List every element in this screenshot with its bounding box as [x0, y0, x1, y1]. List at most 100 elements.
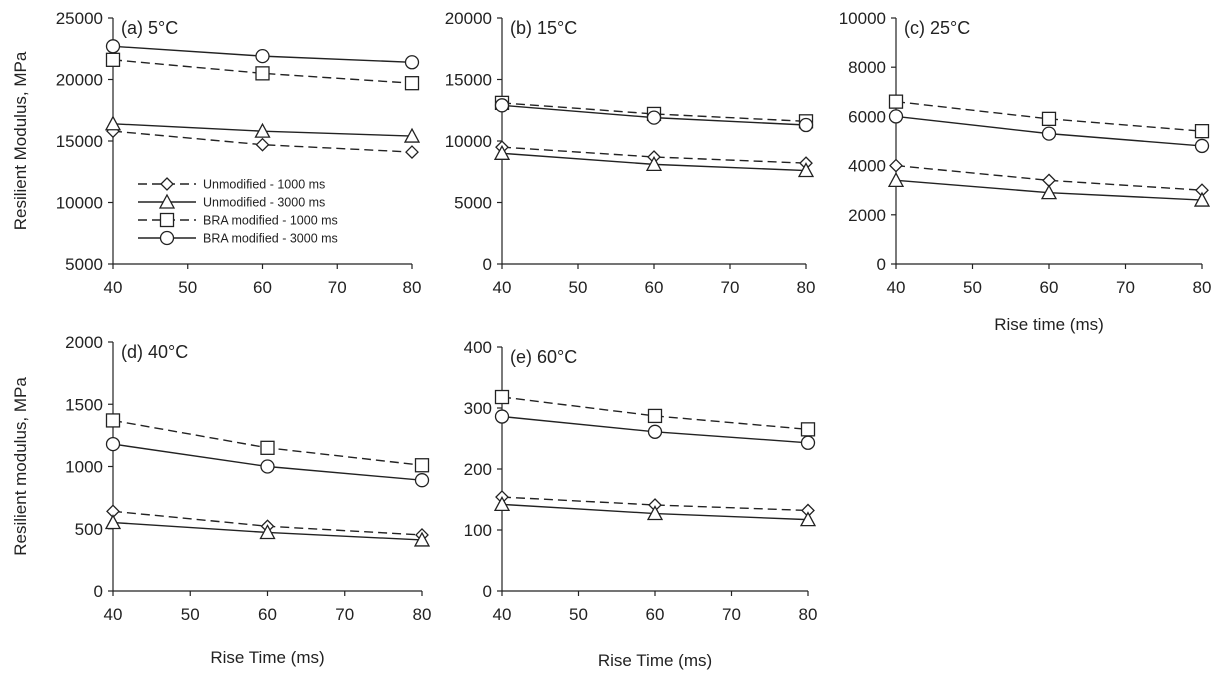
- y-tick-label: 0: [483, 582, 492, 601]
- legend-marker: [160, 177, 174, 191]
- legend-marker: [159, 230, 175, 246]
- series-line: [112, 59, 413, 84]
- panel-label: (d) 40°C: [121, 342, 188, 362]
- x-tick-label: 60: [645, 278, 664, 297]
- x-tick-label: 50: [569, 605, 588, 624]
- y-tick-label: 200: [464, 460, 492, 479]
- data-point: [260, 459, 275, 474]
- y-tick-label: 10000: [56, 194, 103, 213]
- data-point: [797, 162, 815, 178]
- data-point: [889, 158, 903, 173]
- x-tick-label: 60: [258, 605, 277, 624]
- x-tick-label: 80: [797, 278, 816, 297]
- x-tick-label: 70: [328, 278, 347, 297]
- y-tick-label: 300: [464, 399, 492, 418]
- data-point: [105, 436, 121, 452]
- series-line: [501, 496, 809, 512]
- x-tick-label: 40: [104, 605, 123, 624]
- x-tick-label: 60: [1040, 278, 1059, 297]
- panel-label: (e) 60°C: [510, 347, 577, 367]
- y-tick-label: 100: [464, 521, 492, 540]
- data-point: [646, 110, 662, 125]
- x-tick-label: 60: [253, 278, 272, 297]
- y-tick-label: 500: [75, 520, 103, 539]
- y-axis-title: Resilient modulus, MPa: [11, 377, 30, 556]
- y-tick-label: 5000: [454, 194, 492, 213]
- y-tick-label: 8000: [848, 58, 886, 77]
- data-point: [800, 435, 816, 450]
- legend-marker: [159, 212, 175, 228]
- x-tick-label: 40: [887, 278, 906, 297]
- panel-e: 0 100 200 300 400 40 50 60 70 80 (e) 60°C Rise Time…: [464, 338, 818, 670]
- data-point: [493, 496, 511, 512]
- legend-marker: [158, 193, 176, 209]
- x-tick-label: 50: [178, 278, 197, 297]
- x-tick-label: 80: [413, 605, 432, 624]
- data-point: [259, 524, 276, 540]
- y-tick-label: 25000: [56, 9, 103, 28]
- data-point: [1194, 124, 1210, 139]
- data-point: [800, 422, 816, 437]
- y-tick-label: 20000: [445, 9, 492, 28]
- x-axis-title: Rise Time (ms): [210, 648, 324, 667]
- data-point: [1041, 126, 1057, 141]
- panel-label: (c) 25°C: [904, 18, 970, 38]
- data-point: [255, 66, 270, 81]
- series-line: [895, 100, 1203, 132]
- data-point: [104, 115, 122, 131]
- y-tick-label: 20000: [56, 71, 103, 90]
- x-tick-label: 70: [335, 605, 354, 624]
- data-point: [260, 440, 275, 455]
- y-tick-label: 2000: [848, 206, 886, 225]
- data-point: [799, 511, 817, 527]
- data-point: [105, 413, 121, 428]
- data-point: [105, 52, 121, 67]
- x-tick-label: 40: [104, 278, 123, 297]
- legend-label: Unmodified - 3000 ms: [203, 196, 325, 210]
- legend-label: BRA modified - 3000 ms: [203, 232, 338, 246]
- y-tick-label: 0: [877, 255, 886, 274]
- legend-label: Unmodified - 1000 ms: [203, 178, 325, 192]
- x-tick-label: 70: [1116, 278, 1135, 297]
- panel-a: 5000 10000 15000 20000 25000 40 50 60 70 80 (a) 5°…: [11, 9, 421, 297]
- data-point: [645, 155, 663, 172]
- data-point: [493, 144, 511, 160]
- data-point: [414, 473, 430, 488]
- data-point: [647, 424, 663, 439]
- data-point: [255, 48, 270, 64]
- data-point: [1193, 191, 1211, 207]
- series-line: [501, 146, 807, 164]
- panel-label: (b) 15°C: [510, 18, 577, 38]
- y-tick-label: 10000: [445, 132, 492, 151]
- data-point: [1194, 138, 1210, 154]
- data-point: [646, 505, 664, 521]
- x-axis-title: Rise time (ms): [994, 315, 1104, 334]
- data-point: [404, 76, 420, 91]
- panel-d: 0 500 1000 1500 2000 40 50 60 70 80 (d) 40°C Resili…: [11, 333, 431, 667]
- data-point: [105, 39, 121, 54]
- y-tick-label: 400: [464, 338, 492, 357]
- y-axis-title: Resilient Modulus, MPa: [11, 51, 30, 230]
- data-point: [887, 171, 905, 188]
- x-tick-label: 60: [646, 605, 665, 624]
- data-point: [1041, 111, 1057, 127]
- data-point: [647, 408, 663, 424]
- y-tick-label: 15000: [445, 71, 492, 90]
- y-tick-label: 1500: [65, 395, 103, 414]
- legend: Unmodified - 1000 ms Unmodified - 3000 ms…: [138, 177, 338, 246]
- y-tick-label: 0: [483, 255, 492, 274]
- x-axis-title: Rise Time (ms): [598, 651, 712, 670]
- y-tick-label: 0: [94, 582, 103, 601]
- data-point: [494, 409, 510, 424]
- x-tick-label: 80: [799, 605, 818, 624]
- x-tick-label: 40: [493, 605, 512, 624]
- data-point: [888, 109, 904, 124]
- data-point: [798, 117, 814, 133]
- x-tick-label: 50: [963, 278, 982, 297]
- panel-c: 0 2000 4000 6000 8000 10000 40 50 60 70 80 (c) 25°C…: [839, 9, 1212, 334]
- data-point: [414, 458, 430, 473]
- data-point: [413, 531, 431, 547]
- x-tick-label: 80: [403, 278, 422, 297]
- panel-b: 0 5000 10000 15000 20000 40 50 60 70 80 (b) 15°C: [445, 9, 816, 297]
- y-tick-label: 4000: [848, 157, 886, 176]
